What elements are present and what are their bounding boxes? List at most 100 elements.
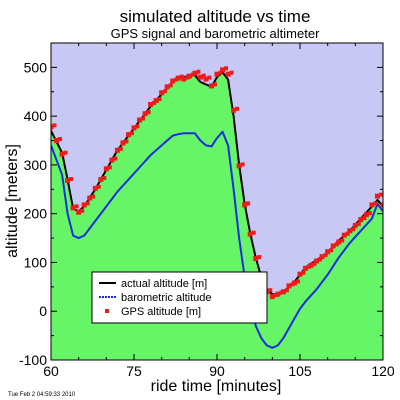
gps-point — [314, 258, 320, 264]
gps-point — [380, 202, 383, 208]
gps-point — [63, 150, 68, 155]
gps-point — [236, 163, 242, 169]
y-tick-label: 500 — [24, 59, 48, 75]
gps-point — [65, 178, 71, 184]
timestamp: Tue Feb 2 04:59:33 2010 — [8, 392, 76, 398]
gps-point — [181, 76, 187, 82]
gps-point — [312, 261, 317, 266]
gps-point — [170, 78, 176, 84]
gps-point — [341, 232, 347, 238]
gps-point — [52, 123, 57, 128]
gps-point — [330, 243, 336, 249]
gps-point — [54, 138, 60, 144]
gps-point — [325, 249, 331, 255]
gps-point — [369, 202, 375, 208]
gps-point — [91, 194, 96, 199]
gps-point — [197, 74, 203, 80]
gps-point — [186, 73, 192, 79]
gps-point — [373, 201, 378, 206]
gps-point — [114, 147, 120, 153]
gps-point — [231, 107, 237, 113]
gps-point — [141, 116, 146, 121]
gps-point — [362, 216, 367, 221]
gps-point — [242, 202, 248, 208]
gps-point — [251, 230, 256, 235]
gps-point — [70, 205, 76, 211]
gps-point — [297, 271, 303, 277]
gps-point — [336, 239, 342, 245]
x-tick-label: 105 — [288, 363, 312, 379]
gps-point — [253, 256, 259, 262]
gps-point — [175, 75, 181, 81]
y-tick-label: -100 — [19, 352, 47, 368]
gps-point — [118, 146, 123, 151]
series-line-barometric — [51, 130, 383, 349]
gps-point — [85, 201, 90, 206]
gps-point — [351, 227, 356, 232]
gps-point — [329, 248, 334, 253]
x-tick-label: 120 — [371, 363, 395, 379]
gps-point — [269, 294, 275, 300]
chart-title: simulated altitude vs time — [120, 7, 311, 26]
gps-point — [201, 73, 206, 78]
gps-point — [168, 83, 173, 88]
gps-point — [96, 184, 101, 189]
gps-point — [146, 110, 151, 115]
gps-point — [163, 89, 168, 94]
y-axis-label: altitude [meters] — [4, 144, 21, 258]
gps-point — [81, 202, 87, 208]
gps-point — [125, 132, 131, 138]
gps-point — [109, 157, 115, 163]
gps-point — [120, 140, 126, 146]
gps-point — [303, 265, 309, 271]
gps-point — [220, 67, 226, 73]
gps-point — [58, 137, 63, 142]
gps-point — [214, 71, 220, 77]
y-tick-label: 0 — [39, 303, 47, 319]
gps-point — [345, 231, 350, 236]
gps-point — [318, 257, 323, 262]
legend-label-actual: actual altitude [m] — [121, 278, 207, 290]
gps-point — [319, 254, 325, 260]
gps-point — [103, 166, 109, 172]
gps-point — [358, 217, 364, 223]
gps-point — [340, 238, 345, 243]
gps-point — [286, 283, 292, 289]
gps-point — [225, 71, 231, 77]
gps-point — [102, 176, 107, 181]
gps-point — [92, 185, 98, 191]
gps-point — [203, 76, 209, 82]
gps-point — [164, 84, 170, 90]
gps-point — [129, 131, 134, 136]
gps-point — [76, 209, 82, 215]
x-tick-label: 60 — [43, 363, 59, 379]
gps-point — [323, 253, 328, 258]
y-tick-label: 200 — [24, 206, 48, 222]
gps-point — [131, 125, 137, 131]
gps-point — [80, 208, 85, 213]
legend-box — [91, 271, 268, 324]
gps-point — [246, 201, 251, 206]
gps-point — [374, 193, 380, 199]
gps-point — [148, 101, 154, 107]
gps-point — [378, 192, 383, 197]
gps-point — [280, 289, 286, 295]
gps-point — [291, 280, 297, 286]
legend-swatch-gps — [105, 309, 109, 313]
x-tick-label: 90 — [209, 363, 225, 379]
gps-point — [385, 201, 389, 205]
gps-point — [235, 106, 240, 111]
gps-point — [207, 75, 212, 80]
gps-point — [356, 221, 361, 226]
gps-point — [284, 288, 289, 293]
gps-point — [192, 70, 198, 76]
gps-point — [229, 70, 234, 75]
gps-point — [352, 222, 358, 228]
y-tick-label: 400 — [24, 108, 48, 124]
gps-point — [59, 151, 65, 157]
x-tick-label: 75 — [126, 363, 142, 379]
gps-point — [69, 177, 74, 182]
gps-point — [159, 90, 165, 96]
chart-subtitle: GPS signal and barometric altimeter — [111, 26, 320, 41]
